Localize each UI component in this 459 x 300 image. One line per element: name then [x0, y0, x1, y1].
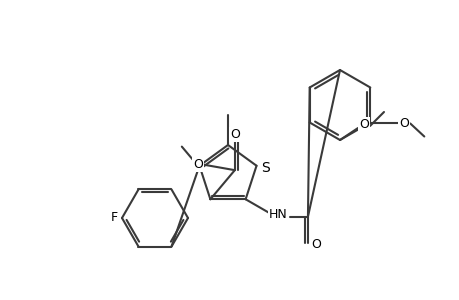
- Text: HN: HN: [268, 208, 287, 221]
- Text: O: O: [358, 118, 368, 130]
- Text: F: F: [110, 212, 118, 224]
- Text: O: O: [230, 128, 239, 141]
- Text: S: S: [261, 161, 269, 175]
- Text: O: O: [310, 238, 320, 251]
- Text: O: O: [193, 158, 203, 171]
- Text: O: O: [398, 117, 409, 130]
